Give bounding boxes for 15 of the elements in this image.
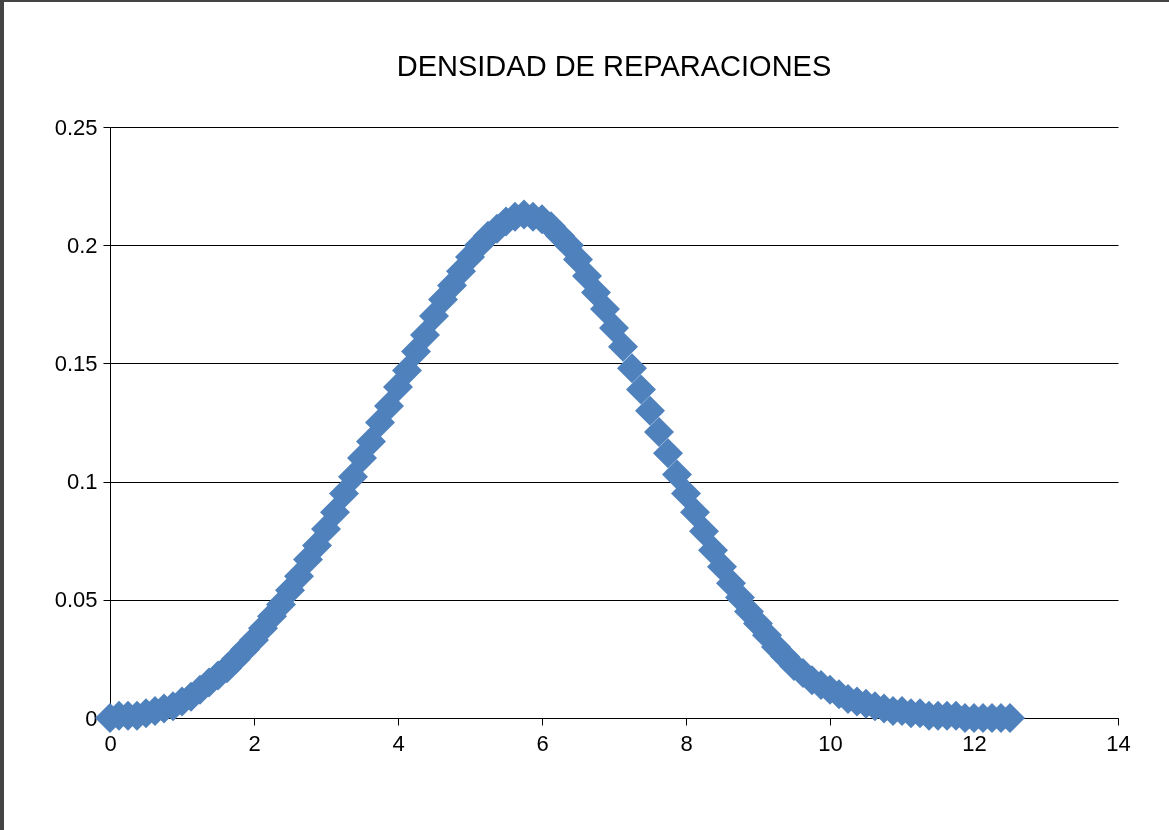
y-tick-label: 0	[85, 705, 98, 731]
x-tick-label: 10	[818, 730, 843, 756]
y-tick-label: 0.05	[54, 587, 98, 613]
x-tick-label: 8	[680, 730, 693, 756]
chart-title: DENSIDAD DE REPARACIONES	[396, 50, 832, 82]
x-tick-label: 14	[1106, 730, 1131, 756]
x-tick-label: 0	[104, 730, 117, 756]
y-tick-label: 0.15	[54, 350, 98, 376]
y-tick-label: 0.2	[66, 232, 98, 258]
y-tick-label: 0.25	[54, 114, 98, 140]
x-tick-label: 6	[536, 730, 549, 756]
x-tick-label: 12	[962, 730, 987, 756]
x-tick-label: 2	[248, 730, 261, 756]
x-tick-label: 4	[392, 730, 405, 756]
y-tick-label: 0.1	[66, 469, 98, 495]
